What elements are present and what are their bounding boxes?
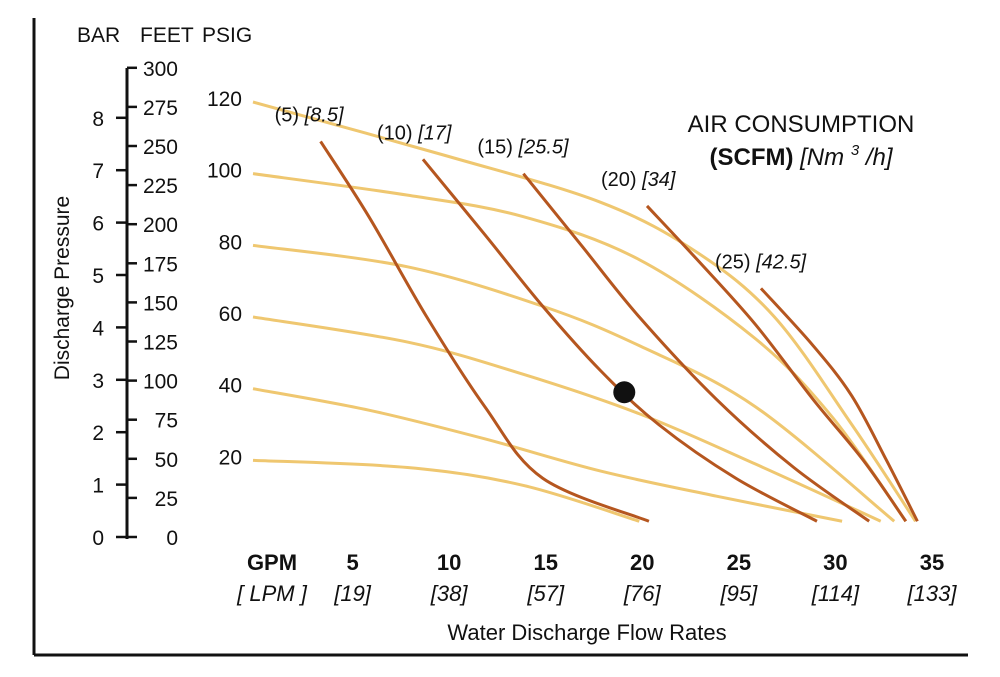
x-tick-gpm: 35 <box>920 550 944 575</box>
scfm-label-scfm: (10) <box>377 122 418 144</box>
y-axis-title: Discharge Pressure <box>51 196 74 380</box>
scfm-curve-group <box>319 140 919 523</box>
psig-curve-60 <box>252 315 882 523</box>
bar-tick-label: 6 <box>92 213 104 236</box>
feet-tick-group: 0 25 50 75 100 125 150 175 200 225 250 275 300 <box>127 58 178 550</box>
x-tick-lpm: [38] <box>430 581 469 606</box>
bar-tick-label: 8 <box>92 108 104 131</box>
scfm-curve-1 <box>421 158 818 523</box>
bar-tick-label: 5 <box>92 265 104 288</box>
feet-tick-label: 75 <box>155 410 178 433</box>
x-tick-gpm: 10 <box>437 550 461 575</box>
chart-title: AIR CONSUMPTION <box>688 111 915 138</box>
feet-tick-label: 250 <box>143 136 178 159</box>
psig-curve-100 <box>252 172 908 523</box>
x-tick-lpm: [95] <box>720 581 759 606</box>
feet-tick-label: 100 <box>143 371 178 394</box>
operating-point-marker <box>613 381 636 404</box>
psig-tick-label: 100 <box>207 160 242 183</box>
subtitle-italic: [Nm <box>799 144 844 171</box>
bar-tick-label: 2 <box>92 422 104 445</box>
scfm-curve-label: (5) [8.5] <box>275 104 344 126</box>
feet-tick-label: 300 <box>143 58 178 81</box>
feet-tick-label: 150 <box>143 292 178 315</box>
unit-bar: BAR <box>77 24 120 47</box>
scfm-label-nm3: [34] <box>641 169 676 191</box>
scfm-label-nm3: [8.5] <box>304 104 344 126</box>
feet-tick-label: 225 <box>143 175 178 198</box>
feet-tick-label: 125 <box>143 332 178 355</box>
scfm-label-scfm: (25) <box>715 251 756 273</box>
x-tick-gpm: 25 <box>727 550 751 575</box>
feet-tick-label: 50 <box>155 449 178 472</box>
scfm-curve-label: (15) [25.5] <box>477 137 569 159</box>
x-unit-lpm: [ LPM ] <box>236 581 308 606</box>
x-tick-gpm: 5 <box>346 550 358 575</box>
psig-tick-label: 40 <box>219 375 242 398</box>
psig-tick-label: 120 <box>207 88 242 111</box>
bar-tick-label: 4 <box>92 317 104 340</box>
unit-feet: FEET <box>140 24 194 47</box>
scfm-label-scfm: (20) <box>601 169 642 191</box>
scfm-label-nm3: [25.5] <box>518 137 569 159</box>
x-tick-lpm: [114] <box>811 581 860 606</box>
x-unit-gpm: GPM <box>247 550 297 575</box>
x-axis-title: Water Discharge Flow Rates <box>447 620 726 645</box>
scfm-curve-2 <box>522 172 870 523</box>
scfm-label-scfm: (15) <box>477 137 518 159</box>
feet-tick-label: 25 <box>155 488 178 511</box>
x-tick-lpm: [133] <box>907 581 958 606</box>
psig-curve-80 <box>252 243 896 523</box>
psig-curve-40 <box>252 387 843 523</box>
x-tick-gpm: 30 <box>823 550 847 575</box>
chart-subtitle: (SCFM) [Nm 3 /h] <box>709 134 893 171</box>
psig-curve-group <box>252 100 917 523</box>
bar-tick-group: 0 1 2 3 4 5 6 7 8 <box>92 108 127 550</box>
x-tick-lpm: [76] <box>623 581 662 606</box>
feet-tick-label: 275 <box>143 97 178 120</box>
scfm-label-scfm: (5) <box>275 104 305 126</box>
x-tick-group: 5 [19] 10 [38] 15 [57] 20 [76] 25 [95] 30 [114] 35 [1… <box>333 550 957 606</box>
scfm-curve-0 <box>319 140 650 523</box>
unit-psig: PSIG <box>202 24 252 47</box>
bar-tick-label: 3 <box>92 370 104 393</box>
scfm-label-nm3: [42.5] <box>755 251 806 273</box>
psig-curve-20 <box>252 458 640 523</box>
subtitle-sup: 3 <box>851 142 860 159</box>
feet-tick-label: 175 <box>143 253 178 276</box>
x-tick-gpm: 20 <box>630 550 654 575</box>
bar-tick-label: 7 <box>92 160 104 183</box>
scfm-label-nm3: [17] <box>417 122 452 144</box>
psig-tick-label: 20 <box>219 446 242 469</box>
scfm-curve-label: (10) [17] <box>377 122 452 144</box>
subtitle-tail: /h] <box>864 144 894 171</box>
x-tick-lpm: [19] <box>333 581 372 606</box>
scfm-curve-3 <box>645 204 908 523</box>
psig-tick-label: 60 <box>219 303 242 326</box>
x-tick-gpm: 15 <box>533 550 557 575</box>
feet-tick-label: 200 <box>143 214 178 237</box>
x-tick-lpm: [57] <box>526 581 565 606</box>
bar-tick-label: 1 <box>92 475 104 498</box>
scfm-curve-label: (20) [34] <box>601 169 676 191</box>
subtitle-bold: (SCFM) <box>709 144 793 171</box>
psig-tick-label: 80 <box>219 231 242 254</box>
feet-tick-label: 0 <box>166 527 178 550</box>
scfm-label-group: (5) [8.5](10) [17](15) [25.5](20) [34](2… <box>275 104 807 273</box>
psig-tick-group: 20 40 60 80 100 120 <box>207 88 242 469</box>
scfm-curve-4 <box>759 287 919 522</box>
bar-tick-label: 0 <box>92 527 104 550</box>
scfm-curve-label: (25) [42.5] <box>715 251 807 273</box>
